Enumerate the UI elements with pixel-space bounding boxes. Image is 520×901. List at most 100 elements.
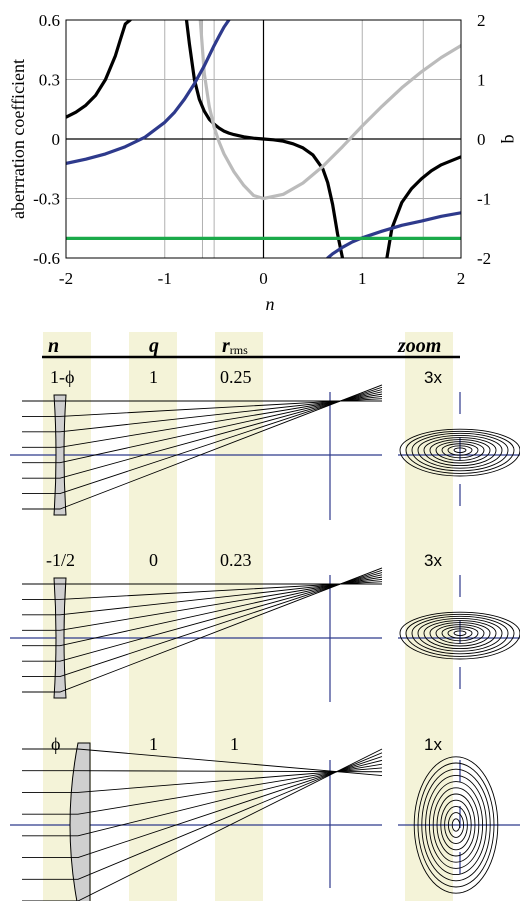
x-tick-label: 1 xyxy=(358,269,367,288)
spot-ring xyxy=(425,774,487,876)
ray xyxy=(22,748,383,776)
row2-n: -1/2 xyxy=(46,550,75,570)
spot-ring xyxy=(453,447,467,454)
ray xyxy=(22,748,383,901)
spot-ring xyxy=(417,435,503,469)
spot-ring xyxy=(435,441,485,461)
x-tick-label: 2 xyxy=(457,269,466,288)
aberration-chart: -2 -1 0 1 2 -0.6 -0.3 0 0.3 0.6 -2 -1 0 1 2 n aberrr… xyxy=(8,11,520,314)
row3-r: 1 xyxy=(230,734,239,754)
ray-diagram-row-3 xyxy=(10,742,383,901)
ray xyxy=(22,393,383,448)
spot-ring xyxy=(447,628,473,639)
ray xyxy=(22,578,383,616)
ray xyxy=(22,759,383,837)
spot-ring xyxy=(423,437,497,467)
spot-ring xyxy=(453,630,467,637)
row3-q: 1 xyxy=(149,734,158,754)
ray xyxy=(22,581,383,600)
spot-ring xyxy=(435,624,485,644)
ray-diagram-row-2 xyxy=(10,567,383,702)
spot-ring xyxy=(405,430,515,474)
lens-table: n q rrms zoom 1-ϕ 1 0.25 3x -1/2 0 0.23 … xyxy=(10,332,520,901)
y-tick-label: -0.6 xyxy=(33,249,60,268)
y2-axis-label: q xyxy=(501,135,520,144)
ray xyxy=(22,576,383,631)
row1-q: 1 xyxy=(149,367,158,387)
spot-ring xyxy=(411,432,509,472)
spot-diagram-row-1 xyxy=(398,392,520,520)
series-2-segment-0 xyxy=(66,20,231,165)
x-tick-label: 0 xyxy=(259,269,268,288)
y2-tick-label: -2 xyxy=(477,249,491,268)
spot-ring xyxy=(447,812,465,838)
ray xyxy=(22,572,383,662)
spot-ring xyxy=(441,443,479,459)
spot-ring xyxy=(405,613,515,657)
y-tick-label: 0.6 xyxy=(39,11,60,30)
spot-ring xyxy=(399,428,520,477)
y2-tick-label: 2 xyxy=(477,11,486,30)
spot-ring xyxy=(421,768,491,882)
ray xyxy=(22,391,383,464)
spot-ring xyxy=(417,762,495,888)
spot-ring xyxy=(417,618,503,652)
ray xyxy=(22,569,383,678)
row1-r: 0.25 xyxy=(220,367,252,387)
ray-diagram-row-1 xyxy=(10,384,383,520)
ray xyxy=(22,756,383,859)
ray xyxy=(22,398,383,417)
ray xyxy=(22,752,383,880)
column-band-zoom xyxy=(405,332,453,901)
y2-tick-label: 0 xyxy=(477,130,486,149)
header-r: r xyxy=(222,335,230,357)
series-2-segment-1 xyxy=(326,211,461,258)
spot-ring xyxy=(436,793,476,857)
ray xyxy=(22,389,383,479)
lens xyxy=(53,577,67,699)
y-tick-labels: -0.6 -0.3 0 0.3 0.6 xyxy=(33,11,60,268)
y-axis-label: aberrration coefficient xyxy=(8,59,28,219)
ray xyxy=(22,763,383,815)
y-tick-label: 0.3 xyxy=(39,71,60,90)
spot-ring xyxy=(432,787,480,863)
ray xyxy=(22,386,383,495)
spot-ring xyxy=(429,622,491,647)
y2-tick-labels: -2 -1 0 1 2 xyxy=(477,11,491,268)
spot-ring xyxy=(423,620,497,650)
ray xyxy=(22,770,383,773)
spot-ring xyxy=(447,445,473,456)
spot-ring xyxy=(441,626,479,642)
y-tick-label: 0 xyxy=(52,130,61,149)
header-r-rms: rrms xyxy=(222,335,248,357)
series-1-segment-0 xyxy=(198,20,461,201)
header-n: n xyxy=(48,335,59,357)
spot-diagram-row-3 xyxy=(398,756,520,894)
chart-series xyxy=(66,20,461,258)
spot-ring xyxy=(429,439,491,464)
ray xyxy=(22,384,383,510)
header-q: q xyxy=(149,335,159,357)
row1-n: 1-ϕ xyxy=(50,367,74,387)
spot-ring xyxy=(428,781,484,869)
row3-n: ϕ xyxy=(51,734,60,754)
lens xyxy=(53,394,67,516)
series-0-segment-2 xyxy=(385,155,461,258)
lens xyxy=(69,742,91,901)
x-tick-label: -2 xyxy=(59,269,73,288)
y2-tick-label: -1 xyxy=(477,190,491,209)
x-tick-labels: -2 -1 0 1 2 xyxy=(59,269,465,288)
spot-ring xyxy=(451,818,461,832)
x-axis-label: n xyxy=(266,294,275,314)
y2-tick-label: 1 xyxy=(477,71,486,90)
header-zoom: zoom xyxy=(397,335,441,357)
row2-zoom: 3x xyxy=(424,551,442,570)
spot-diagrams xyxy=(398,392,520,894)
column-band-q xyxy=(129,332,177,901)
x-tick-label: -1 xyxy=(158,269,172,288)
row2-r: 0.23 xyxy=(220,550,252,570)
spot-ring xyxy=(411,615,509,655)
spot-ring xyxy=(399,611,520,660)
ray xyxy=(22,395,383,433)
